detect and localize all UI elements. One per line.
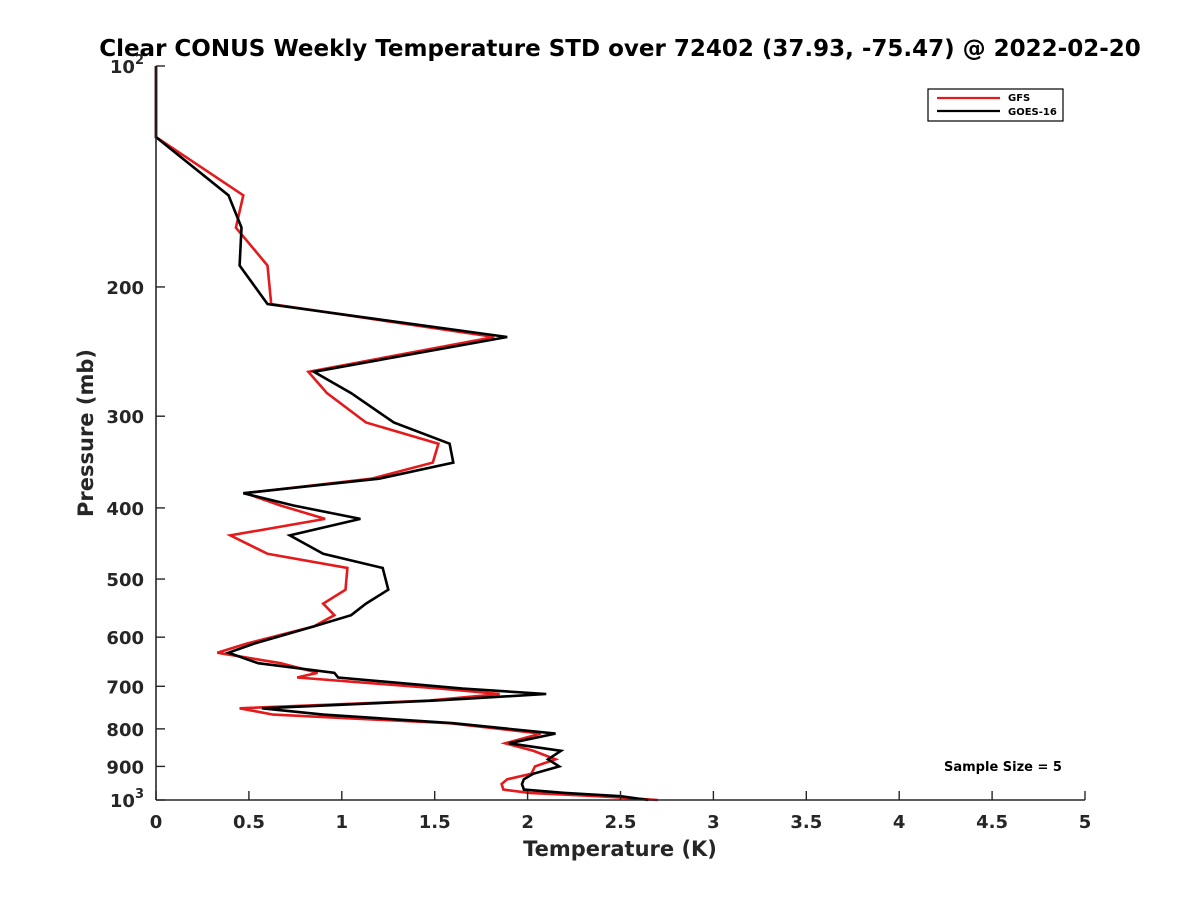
legend: GFS GOES-16 xyxy=(927,88,1064,122)
x-tick-label: 1 xyxy=(336,812,349,833)
y-tick-label: 900 xyxy=(106,757,144,778)
y-tick-label: 500 xyxy=(106,570,144,591)
x-tick-label: 3.5 xyxy=(790,812,822,833)
series-layer xyxy=(154,66,658,802)
x-tick-label: 1.5 xyxy=(419,812,451,833)
y-tick-label: 700 xyxy=(106,677,144,698)
x-tick-label: 2 xyxy=(521,812,534,833)
y-axis-ticks: 102 200 300 400 500 600 700 800 900 103 xyxy=(106,53,165,812)
chart-title: Clear CONUS Weekly Temperature STD over … xyxy=(99,36,1141,62)
y-axis-label: Pressure (mb) xyxy=(74,349,98,517)
x-axis-ticks: 0 0.5 1 1.5 2 2.5 3 3.5 4 4.5 5 xyxy=(150,791,1092,833)
series-line-goes16 xyxy=(154,66,649,802)
x-tick-label: 5 xyxy=(1079,812,1092,833)
legend-label-goes16: GOES-16 xyxy=(1008,107,1057,118)
x-tick-label: 4.5 xyxy=(976,812,1008,833)
x-tick-label: 0.5 xyxy=(233,812,265,833)
y-tick-label: 102 xyxy=(110,53,144,78)
y-tick-label: 103 xyxy=(110,787,144,812)
y-tick-label: 200 xyxy=(106,278,144,299)
x-tick-label: 3 xyxy=(707,812,720,833)
y-tick-label: 400 xyxy=(106,499,144,520)
x-tick-label: 4 xyxy=(893,812,906,833)
x-tick-label: 0 xyxy=(150,812,163,833)
y-tick-label: 600 xyxy=(106,628,144,649)
x-tick-label: 2.5 xyxy=(605,812,637,833)
legend-label-gfs: GFS xyxy=(1008,93,1030,104)
y-tick-label: 800 xyxy=(106,720,144,741)
x-axis-label: Temperature (K) xyxy=(523,837,717,861)
legend-box xyxy=(927,88,1064,122)
sample-size-annotation: Sample Size = 5 xyxy=(944,760,1062,775)
y-tick-label: 300 xyxy=(106,407,144,428)
